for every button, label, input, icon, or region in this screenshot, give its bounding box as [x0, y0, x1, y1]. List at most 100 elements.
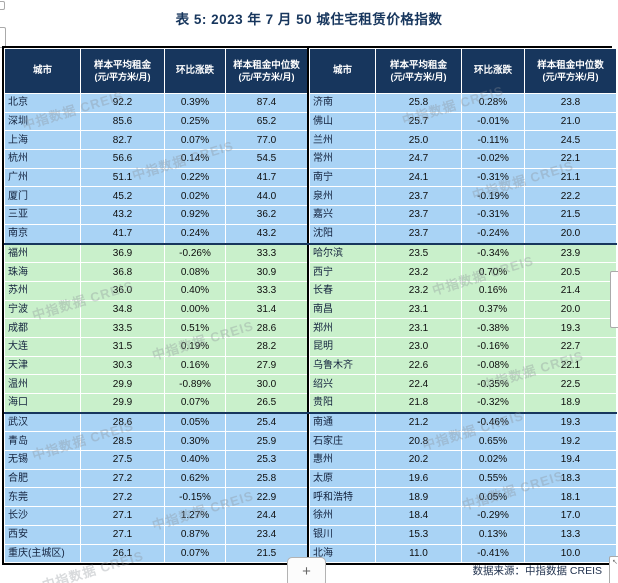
- mom-change-cell: 0.07%: [164, 130, 226, 151]
- city-cell: 嘉兴: [309, 205, 376, 225]
- median-rent-cell: 20.0: [524, 299, 617, 320]
- table-row: 徐州 18.4 -0.29% 17.0: [309, 506, 617, 526]
- median-rent-cell: 30.9: [225, 262, 309, 282]
- table-row: 宁波 34.8 0.00% 31.4: [4, 299, 309, 320]
- median-rent-cell: 26.5: [225, 392, 309, 414]
- avg-rent-cell: 11.0: [375, 543, 462, 564]
- city-cell: 长沙: [4, 506, 81, 526]
- city-cell: 济南: [309, 93, 376, 113]
- city-cell: 贵阳: [309, 392, 376, 414]
- median-rent-cell: 21.4: [524, 280, 617, 301]
- median-rent-cell: 23.8: [524, 93, 617, 113]
- avg-rent-cell: 28.6: [80, 411, 165, 433]
- median-rent-cell: 21.1: [524, 167, 617, 188]
- median-rent-cell: 28.2: [225, 336, 309, 357]
- median-rent-cell: 41.7: [225, 167, 309, 188]
- avg-rent-cell: 28.5: [80, 431, 165, 452]
- city-cell: 银川: [309, 524, 376, 545]
- avg-rent-cell: 36.0: [80, 280, 165, 301]
- city-cell: 石家庄: [309, 431, 376, 452]
- median-rent-cell: 77.0: [225, 130, 309, 151]
- avg-rent-cell: 20.2: [375, 450, 462, 470]
- table-row: 重庆(主城区) 26.1 0.07% 21.5: [4, 543, 309, 564]
- mom-change-cell: -0.19%: [461, 186, 525, 207]
- avg-rent-cell: 82.7: [80, 130, 165, 151]
- table-row: 南通 21.2 -0.46% 19.3: [309, 411, 617, 433]
- table-row: 嘉兴 23.7 -0.31% 21.5: [309, 205, 617, 225]
- city-cell: 武汉: [4, 411, 81, 433]
- plus-button[interactable]: +: [287, 557, 326, 583]
- median-rent-cell: 22.7: [524, 336, 617, 357]
- table-row: 杭州 56.6 0.14% 54.5: [4, 149, 309, 169]
- median-rent-cell: 87.4: [225, 93, 309, 113]
- city-cell: 宁波: [4, 299, 81, 320]
- median-rent-cell: 13.3: [524, 524, 617, 545]
- mom-change-cell: 0.87%: [164, 524, 226, 545]
- avg-rent-cell: 34.8: [80, 299, 165, 320]
- city-cell: 珠海: [4, 262, 81, 282]
- city-cell: 徐州: [309, 506, 376, 526]
- left-edge-partial-control: [0, 27, 6, 48]
- corner-cursor-icon[interactable]: ↖: [609, 556, 618, 583]
- mom-change-cell: -0.29%: [461, 506, 525, 526]
- city-cell: 呼和浩特: [309, 487, 376, 508]
- column-header: 样本租金中位数 (元/平方米/月): [524, 48, 617, 94]
- table-row: 上海 82.7 0.07% 77.0: [4, 130, 309, 151]
- avg-rent-cell: 27.5: [80, 450, 165, 470]
- table-row: 厦门 45.2 0.02% 44.0: [4, 186, 309, 207]
- mom-change-cell: 0.24%: [164, 223, 226, 245]
- median-rent-cell: 25.4: [225, 411, 309, 433]
- mom-change-cell: -0.02%: [461, 149, 525, 169]
- median-rent-cell: 20.0: [524, 223, 617, 245]
- mom-change-cell: -0.34%: [461, 242, 525, 264]
- avg-rent-cell: 85.6: [80, 111, 165, 132]
- city-cell: 常州: [309, 149, 376, 169]
- median-rent-cell: 65.2: [225, 111, 309, 132]
- mom-change-cell: 0.40%: [164, 280, 226, 301]
- table-row: 乌鲁木齐 22.6 -0.08% 22.1: [309, 355, 617, 376]
- avg-rent-cell: 43.2: [80, 205, 165, 225]
- median-rent-cell: 33.3: [225, 242, 309, 264]
- city-cell: 惠州: [309, 450, 376, 470]
- table-row: 西安 27.1 0.87% 23.4: [4, 524, 309, 545]
- median-rent-cell: 10.0: [524, 543, 617, 564]
- city-cell: 温州: [4, 374, 81, 394]
- city-cell: 三亚: [4, 205, 81, 225]
- city-cell: 厦门: [4, 186, 81, 207]
- column-header: 环比涨跌: [164, 48, 226, 94]
- mom-change-cell: 0.28%: [461, 93, 525, 113]
- avg-rent-cell: 20.8: [375, 431, 462, 452]
- median-rent-cell: 25.8: [225, 468, 309, 489]
- city-cell: 南京: [4, 223, 81, 245]
- table-row: 石家庄 20.8 0.65% 19.2: [309, 431, 617, 452]
- table-row: 成都 33.5 0.51% 28.6: [4, 318, 309, 338]
- column-header: 样本平均租金 (元/平方米/月): [80, 48, 165, 94]
- mom-change-cell: -0.35%: [461, 374, 525, 394]
- city-cell: 南昌: [309, 299, 376, 320]
- right-edge-scroll-handle[interactable]: [610, 271, 618, 328]
- median-rent-cell: 54.5: [225, 149, 309, 169]
- median-rent-cell: 19.3: [524, 318, 617, 338]
- mom-change-cell: 0.39%: [164, 93, 226, 113]
- city-cell: 福州: [4, 242, 81, 264]
- rent-table-left-half: 城市 样本平均租金 (元/平方米/月) 环比涨跌 样本租金中位数 (元/平方米/月) 北京 9…: [4, 48, 309, 564]
- median-rent-cell: 22.5: [524, 374, 617, 394]
- avg-rent-cell: 33.5: [80, 318, 165, 338]
- avg-rent-cell: 18.4: [375, 506, 462, 526]
- city-cell: 上海: [4, 130, 81, 151]
- table-row: 北京 92.2 0.39% 87.4: [4, 93, 309, 113]
- median-rent-cell: 21.0: [524, 111, 617, 132]
- mom-change-cell: 0.25%: [164, 111, 226, 132]
- mom-change-cell: 0.70%: [461, 262, 525, 282]
- mom-change-cell: -0.31%: [461, 205, 525, 225]
- city-cell: 合肥: [4, 468, 81, 489]
- table-row: 郑州 23.1 -0.38% 19.3: [309, 318, 617, 338]
- column-header: 样本平均租金 (元/平方米/月): [375, 48, 462, 94]
- median-rent-cell: 22.9: [225, 487, 309, 508]
- median-rent-cell: 19.4: [524, 450, 617, 470]
- city-cell: 北海: [309, 543, 376, 564]
- city-cell: 太原: [309, 468, 376, 489]
- median-rent-cell: 30.0: [225, 374, 309, 394]
- city-cell: 青岛: [4, 431, 81, 452]
- city-cell: 佛山: [309, 111, 376, 132]
